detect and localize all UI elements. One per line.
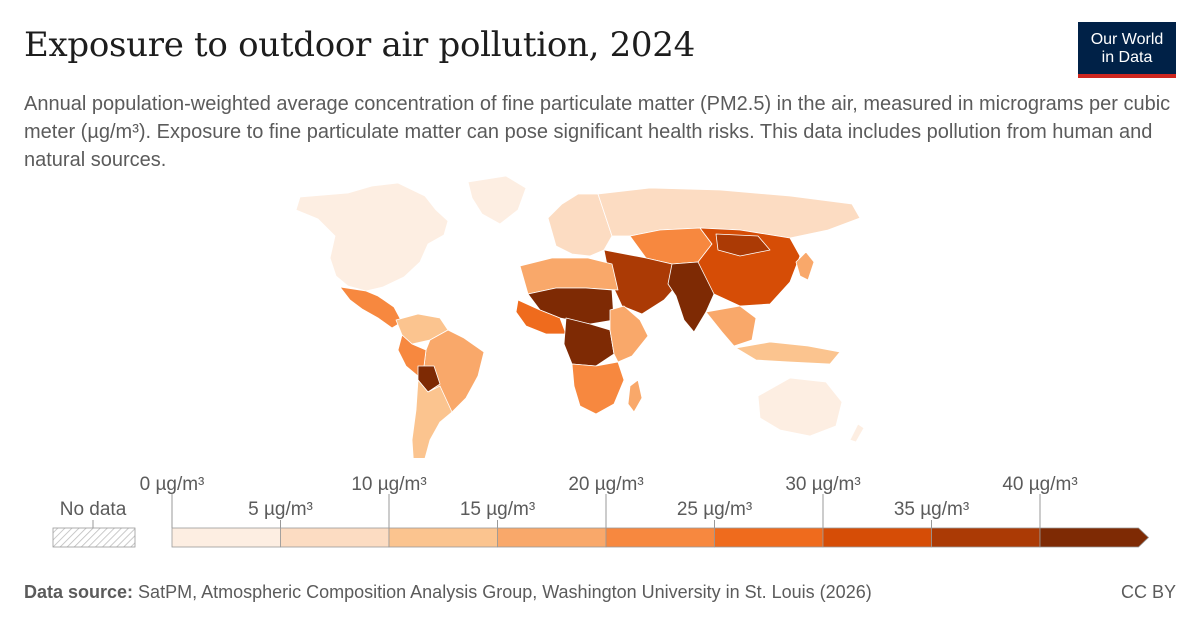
footer: Data source: SatPM, Atmospheric Composit…: [24, 580, 1176, 604]
legend-tick-label: 25 µg/m³: [677, 499, 752, 520]
legend-tick-label: 20 µg/m³: [568, 474, 643, 495]
map-region-new-zealand[interactable]: [849, 423, 865, 443]
map-region-greenland[interactable]: [467, 175, 527, 225]
map-region-indonesia[interactable]: [735, 341, 841, 365]
world-map: [295, 175, 865, 458]
map-region-japan-and-korea[interactable]: [795, 251, 815, 281]
legend-bin-40[interactable]: [1039, 527, 1150, 548]
legend-bin-10[interactable]: [388, 527, 498, 548]
map-region-australia[interactable]: [757, 377, 843, 437]
map-region-central-america[interactable]: [339, 286, 403, 329]
legend-tick-label: 15 µg/m³: [460, 499, 535, 520]
map-region-west-africa[interactable]: [515, 299, 567, 335]
legend-bin-0[interactable]: [171, 527, 281, 548]
map-region-madagascar[interactable]: [627, 379, 643, 413]
license-link[interactable]: CC BY: [1120, 582, 1176, 602]
legend-bin-5[interactable]: [280, 527, 390, 548]
color-legend: No data 0 µg/m³ 5 µg/m³ 10 µg/m³ 15 µg/m³ 20…: [52, 474, 1150, 548]
chart-title: Exposure to outdoor air pollution, 2024: [24, 25, 695, 65]
legend-tick-label: 0 µg/m³: [140, 474, 205, 495]
legend-bin-25[interactable]: [714, 527, 824, 548]
legend-bin-20[interactable]: [605, 527, 715, 548]
map-region-southeast-asia[interactable]: [705, 305, 757, 347]
legend-bin-30[interactable]: [822, 527, 932, 548]
map-region-east-africa[interactable]: [609, 305, 649, 363]
map-region-southern-africa[interactable]: [571, 361, 625, 415]
legend-tick-label: 10 µg/m³: [351, 474, 426, 495]
map-region-mongolia[interactable]: [715, 233, 771, 257]
legend-bin-35[interactable]: [931, 527, 1041, 548]
legend-tick-label: 5 µg/m³: [248, 499, 313, 520]
legend-tick-label: 40 µg/m³: [1002, 474, 1077, 495]
legend-tick-label: 35 µg/m³: [894, 499, 969, 520]
legend-bin-15[interactable]: [497, 527, 607, 548]
legend-no-data-label: No data: [60, 499, 127, 520]
map-region-southern-cone[interactable]: [411, 379, 453, 458]
legend-no-data-swatch: [52, 527, 136, 548]
source-text: SatPM, Atmospheric Composition Analysis …: [133, 582, 872, 602]
legend-tick-label: 30 µg/m³: [785, 474, 860, 495]
map-region-north-america[interactable]: [295, 182, 449, 292]
source-label: Data source:: [24, 582, 134, 602]
logo-line-1: Our World: [1090, 31, 1164, 48]
map-region-bolivia[interactable]: [417, 365, 441, 393]
map-region-central-africa[interactable]: [563, 317, 615, 367]
logo-line-2: in Data: [1101, 49, 1153, 66]
map-region-india[interactable]: [667, 261, 715, 333]
owid-logo[interactable]: Our World in Data: [1078, 22, 1176, 78]
chart-subtitle: Annual population-weighted average conce…: [24, 93, 1171, 171]
